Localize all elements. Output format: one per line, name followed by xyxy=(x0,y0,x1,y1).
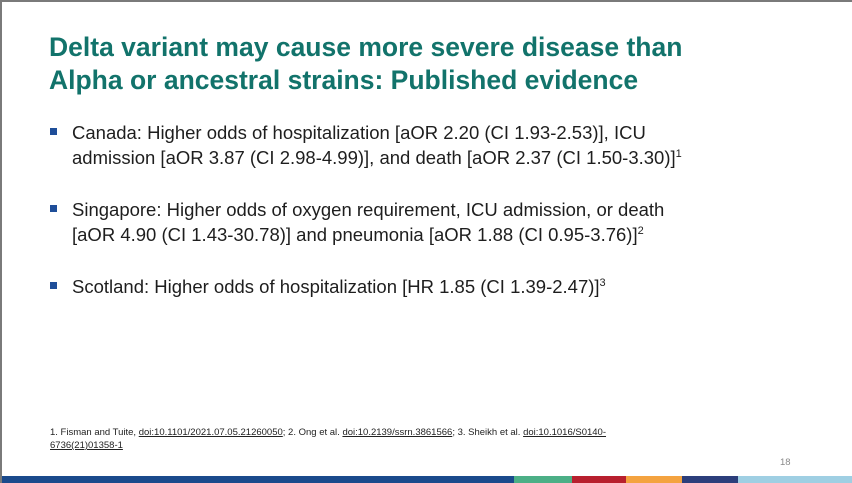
bottom-bar-segment xyxy=(738,476,852,483)
footnote-text: ; 3. Sheikh et al. xyxy=(452,427,524,438)
bottom-bar-segment xyxy=(682,476,738,483)
doi-link-fisman[interactable]: doi:10.1101/2021.07.05.21260050 xyxy=(138,427,283,438)
bullet-line: admission [aOR 3.87 (CI 2.98-4.99)], and… xyxy=(72,145,819,170)
square-bullet-icon xyxy=(50,128,57,135)
bullet-line-text: Scotland: Higher odds of hospitalization… xyxy=(72,276,600,297)
bottom-bar-segment xyxy=(626,476,682,483)
bullet-line: Scotland: Higher odds of hospitalization… xyxy=(72,274,819,299)
doi-link-sheikh[interactable]: doi:10.1016/S0140- xyxy=(523,427,607,438)
bullet-list: Canada: Higher odds of hospitalization [… xyxy=(49,120,819,326)
bottom-bar-segment xyxy=(2,476,514,483)
footnote-text: ; 2. Ong et al. xyxy=(282,427,343,438)
bullet-line: Canada: Higher odds of hospitalization [… xyxy=(72,122,646,143)
doi-link-sheikh-continued[interactable]: 6736(21)01358-1 xyxy=(50,440,123,451)
reference-superscript: 2 xyxy=(637,225,644,237)
bullet-item-canada: Canada: Higher odds of hospitalization [… xyxy=(49,120,819,170)
bullet-line-text: admission [aOR 3.87 (CI 2.98-4.99)], and… xyxy=(72,147,676,168)
bullet-line-text: [aOR 4.90 (CI 1.43-30.78)] and pneumonia… xyxy=(72,224,638,245)
doi-link-ong[interactable]: doi:10.2139/ssrn.3861566 xyxy=(342,427,453,438)
bullet-line: [aOR 4.90 (CI 1.43-30.78)] and pneumonia… xyxy=(72,222,819,247)
bullet-item-scotland: Scotland: Higher odds of hospitalization… xyxy=(49,274,819,299)
footnote-text: 1. Fisman and Tuite, xyxy=(50,427,139,438)
footnote-line: 1. Fisman and Tuite, doi:10.1101/2021.07… xyxy=(50,426,750,439)
bullet-line: Singapore: Higher odds of oxygen require… xyxy=(72,199,665,220)
page-number: 18 xyxy=(780,457,791,468)
slide-title: Delta variant may cause more severe dise… xyxy=(49,31,829,97)
bullet-item-singapore: Singapore: Higher odds of oxygen require… xyxy=(49,197,819,247)
footnote-line: 6736(21)01358-1 xyxy=(50,439,750,452)
reference-superscript: 3 xyxy=(599,277,606,289)
bottom-color-bar xyxy=(2,476,852,483)
square-bullet-icon xyxy=(50,282,57,289)
square-bullet-icon xyxy=(50,205,57,212)
references-footnote: 1. Fisman and Tuite, doi:10.1101/2021.07… xyxy=(50,426,750,452)
reference-superscript: 1 xyxy=(675,148,682,160)
slide-title-line-1: Delta variant may cause more severe dise… xyxy=(49,32,683,62)
slide-title-line-2: Alpha or ancestral strains: Published ev… xyxy=(49,65,639,95)
bottom-bar-segment xyxy=(572,476,626,483)
bottom-bar-segment xyxy=(514,476,572,483)
